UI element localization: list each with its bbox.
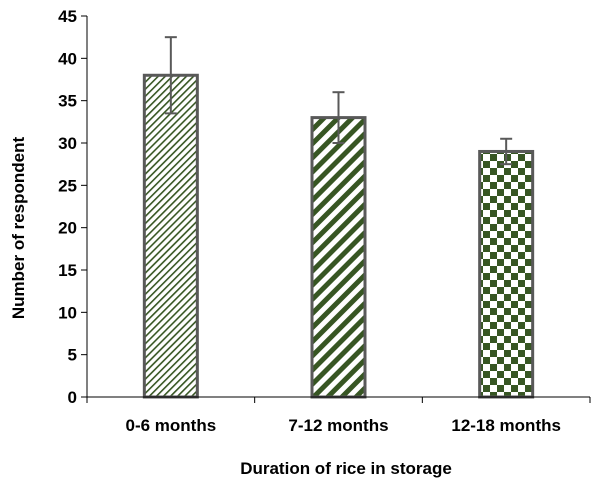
axes	[86, 16, 591, 403]
bar-3	[478, 149, 535, 399]
y-tick-label: 15	[58, 261, 77, 280]
y-tick-label: 0	[68, 388, 77, 407]
y-tick-label: 20	[58, 219, 77, 238]
y-tick-label: 40	[58, 49, 77, 68]
bar-1	[142, 73, 199, 399]
y-tick-label: 25	[58, 176, 77, 195]
x-tick-label: 0-6 months	[125, 416, 216, 435]
y-axis-ticks: 0 5 10 15 20 25 30 35 40 45	[58, 7, 87, 407]
y-tick-label: 5	[68, 346, 77, 365]
y-axis-title: Number of respondent	[9, 137, 28, 320]
x-tick-label: 12-18 months	[451, 416, 561, 435]
bar-2	[310, 116, 367, 399]
error-bars	[164, 36, 513, 166]
x-axis-title: Duration of rice in storage	[240, 459, 452, 478]
y-tick-label: 35	[58, 92, 77, 111]
y-tick-label: 45	[58, 7, 77, 26]
x-tick-label: 7-12 months	[288, 416, 388, 435]
x-axis-labels: 0-6 months 7-12 months 12-18 months	[125, 416, 560, 435]
y-tick-label: 10	[58, 303, 77, 322]
y-tick-label: 30	[58, 134, 77, 153]
